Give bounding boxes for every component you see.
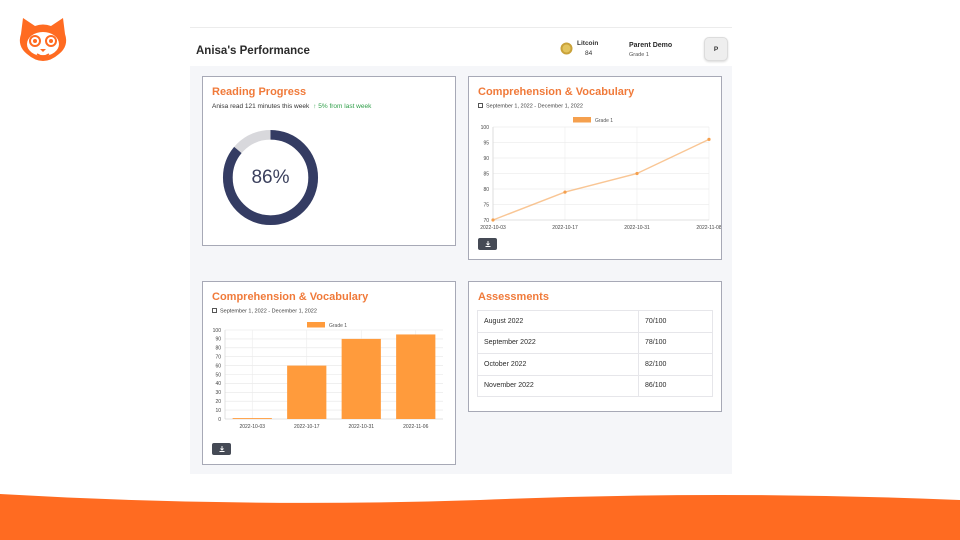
table-row: September 2022 78/100 — [477, 331, 713, 354]
y-tick-label: 10 — [215, 408, 221, 414]
coin-name: Litcoin — [577, 40, 599, 47]
download-button[interactable] — [478, 238, 497, 250]
y-tick-label: 70 — [215, 355, 221, 361]
coin-amount: 84 — [585, 50, 593, 57]
assessment-score: 78/100 — [638, 331, 713, 354]
date-range-text: September 1, 2022 - December 1, 2022 — [486, 103, 583, 110]
assessment-month: September 2022 — [477, 331, 639, 354]
bottom-wave-decoration — [0, 494, 960, 540]
data-bar — [396, 334, 436, 419]
download-button[interactable] — [212, 443, 231, 455]
dashboard-content: Reading Progress Anisa read 121 minutes … — [190, 66, 732, 474]
y-tick-label: 90 — [215, 337, 221, 343]
y-tick-label: 75 — [483, 202, 489, 208]
chart-legend: Grade 1 — [573, 117, 613, 124]
legend-label: Grade 1 — [595, 118, 613, 124]
top-bar: Anisa's Performance Litcoin 84 Parent De… — [190, 27, 732, 65]
table-row: August 2022 70/100 — [477, 310, 713, 333]
y-tick-label: 20 — [215, 399, 221, 405]
x-tick-label: 2022-10-17 — [294, 424, 320, 430]
y-tick-label: 80 — [483, 187, 489, 193]
y-tick-label: 60 — [215, 363, 221, 369]
assessments-table: August 2022 70/100 September 2022 78/100 O… — [477, 310, 713, 397]
reading-progress-ring — [222, 129, 319, 226]
table-row: November 2022 86/100 — [477, 374, 713, 397]
assessment-score: 70/100 — [638, 310, 713, 333]
data-point — [635, 171, 639, 176]
y-tick-label: 95 — [483, 140, 489, 146]
comprehension-line-title: Comprehension & Vocabulary — [478, 86, 635, 98]
download-icon — [485, 241, 490, 247]
calendar-icon — [478, 103, 483, 108]
parent-name[interactable]: Parent Demo — [629, 42, 673, 49]
data-point — [491, 218, 495, 222]
x-tick-label: 2022-10-17 — [552, 225, 578, 231]
data-point — [707, 137, 711, 141]
comprehension-line-chart: Grade 1 70 75 80 85 90 95 100 2022-10-03 2022-10-… — [480, 117, 721, 231]
comprehension-line-card: Comprehension & Vocabulary September 1, … — [468, 76, 722, 260]
avatar-button[interactable]: P — [704, 37, 728, 61]
y-tick-label: 40 — [215, 381, 221, 387]
cat-face-icon — [19, 18, 67, 61]
assessment-month: October 2022 — [477, 353, 639, 376]
chart-legend: Grade 1 — [307, 322, 347, 329]
y-tick-label: 30 — [215, 390, 221, 396]
y-tick-label: 85 — [483, 171, 489, 177]
x-tick-label: 2022-10-31 — [624, 225, 650, 231]
reading-progress-title: Reading Progress — [212, 86, 307, 98]
x-tick-label: 2022-11-08 — [696, 225, 721, 231]
data-bar — [232, 418, 272, 419]
page-title: Anisa's Performance — [196, 45, 310, 57]
assessments-card: Assessments August 2022 70/100 September … — [468, 281, 722, 412]
reading-progress-card: Reading Progress Anisa read 121 minutes … — [202, 76, 456, 246]
dashboard-app: Anisa's Performance Litcoin 84 Parent De… — [190, 27, 732, 474]
legend-swatch — [307, 322, 325, 328]
date-range-text: September 1, 2022 - December 1, 2022 — [220, 308, 317, 315]
assessment-month: August 2022 — [477, 310, 639, 333]
assessment-score: 82/100 — [638, 353, 713, 376]
coin-icon — [560, 42, 573, 55]
x-tick-label: 2022-10-03 — [239, 424, 265, 430]
table-row: October 2022 82/100 — [477, 353, 713, 376]
data-point — [563, 190, 567, 194]
data-bar — [287, 365, 327, 419]
y-tick-label: 100 — [213, 328, 222, 334]
x-tick-label: 2022-10-31 — [348, 424, 374, 430]
series-line — [492, 138, 710, 221]
y-tick-label: 90 — [483, 156, 489, 162]
y-tick-label: 50 — [215, 372, 221, 378]
comprehension-bar-card: Comprehension & Vocabulary September 1, … — [202, 281, 456, 465]
assessments-title: Assessments — [478, 291, 549, 303]
parent-grade: Grade 1 — [629, 52, 649, 58]
download-icon — [219, 446, 224, 452]
calendar-icon — [212, 308, 217, 313]
comprehension-bar-date: September 1, 2022 - December 1, 2022 — [212, 308, 317, 315]
comprehension-line-date: September 1, 2022 - December 1, 2022 — [478, 103, 583, 110]
data-bar — [341, 338, 381, 419]
y-tick-label: 100 — [481, 125, 490, 131]
x-tick-label: 2022-10-03 — [480, 225, 506, 231]
legend-label: Grade 1 — [329, 323, 347, 329]
y-tick-label: 70 — [483, 218, 489, 224]
reading-minutes-text: Anisa read 121 minutes this week — [212, 103, 310, 110]
y-tick-label: 80 — [215, 346, 221, 352]
x-tick-label: 2022-11-06 — [403, 424, 428, 430]
legend-swatch — [573, 117, 591, 123]
reading-summary: Anisa read 121 minutes this week ↑ 5% fro… — [212, 103, 371, 110]
comprehension-bar-title: Comprehension & Vocabulary — [212, 291, 369, 303]
y-tick-label: 0 — [218, 417, 221, 423]
reading-delta-text: ↑ 5% from last week — [313, 103, 372, 110]
comprehension-bar-chart: Grade 1 0 10 20 30 40 50 60 70 80 90 100 2022-10-03 2… — [213, 322, 443, 430]
reading-percent-label: 86% — [251, 166, 290, 188]
progress-ring-fill — [222, 129, 319, 226]
assessment-month: November 2022 — [477, 374, 639, 397]
assessment-score: 86/100 — [638, 374, 713, 397]
